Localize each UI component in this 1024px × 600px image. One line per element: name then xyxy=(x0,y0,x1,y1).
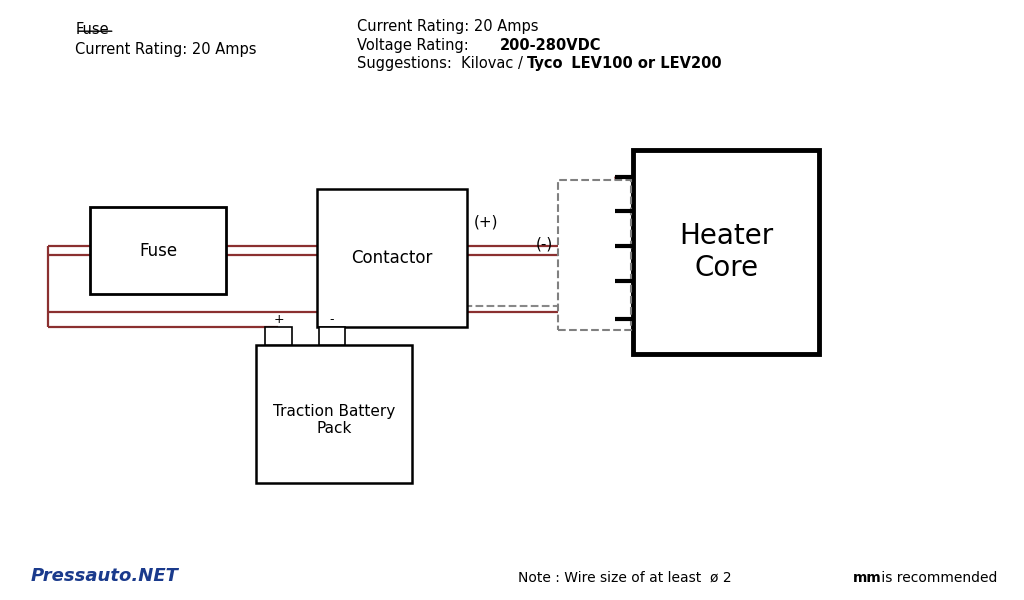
Text: Pressauto.NET: Pressauto.NET xyxy=(30,567,178,585)
Text: is recommended: is recommended xyxy=(877,571,997,585)
Text: Traction Battery
Pack: Traction Battery Pack xyxy=(273,404,395,436)
Text: Tyco: Tyco xyxy=(526,56,563,71)
Text: Current Rating: 20 Amps: Current Rating: 20 Amps xyxy=(356,19,539,34)
Text: -: - xyxy=(330,313,334,326)
Bar xyxy=(633,150,819,354)
Bar xyxy=(318,327,345,345)
Bar xyxy=(265,327,292,345)
Text: mm: mm xyxy=(852,571,882,585)
Bar xyxy=(558,180,631,330)
Text: Current Rating: 20 Amps: Current Rating: 20 Amps xyxy=(76,42,257,57)
Text: (-): (-) xyxy=(536,237,553,252)
Bar xyxy=(316,189,467,327)
Text: Heater
Core: Heater Core xyxy=(679,222,773,282)
Bar xyxy=(256,345,412,483)
Text: Fuse: Fuse xyxy=(139,241,177,259)
Text: Note : Wire size of at least  ø 2: Note : Wire size of at least ø 2 xyxy=(518,571,731,585)
Text: Contactor: Contactor xyxy=(351,249,433,267)
Text: (+): (+) xyxy=(473,214,498,229)
Text: 200-280VDC: 200-280VDC xyxy=(500,38,601,53)
Text: Fuse: Fuse xyxy=(76,22,109,37)
Text: LEV100 or LEV200: LEV100 or LEV200 xyxy=(561,56,722,71)
Text: Suggestions:  Kilovac /: Suggestions: Kilovac / xyxy=(356,56,522,71)
Text: Voltage Rating:: Voltage Rating: xyxy=(356,38,473,53)
Bar xyxy=(90,207,226,294)
Text: +: + xyxy=(273,313,284,326)
